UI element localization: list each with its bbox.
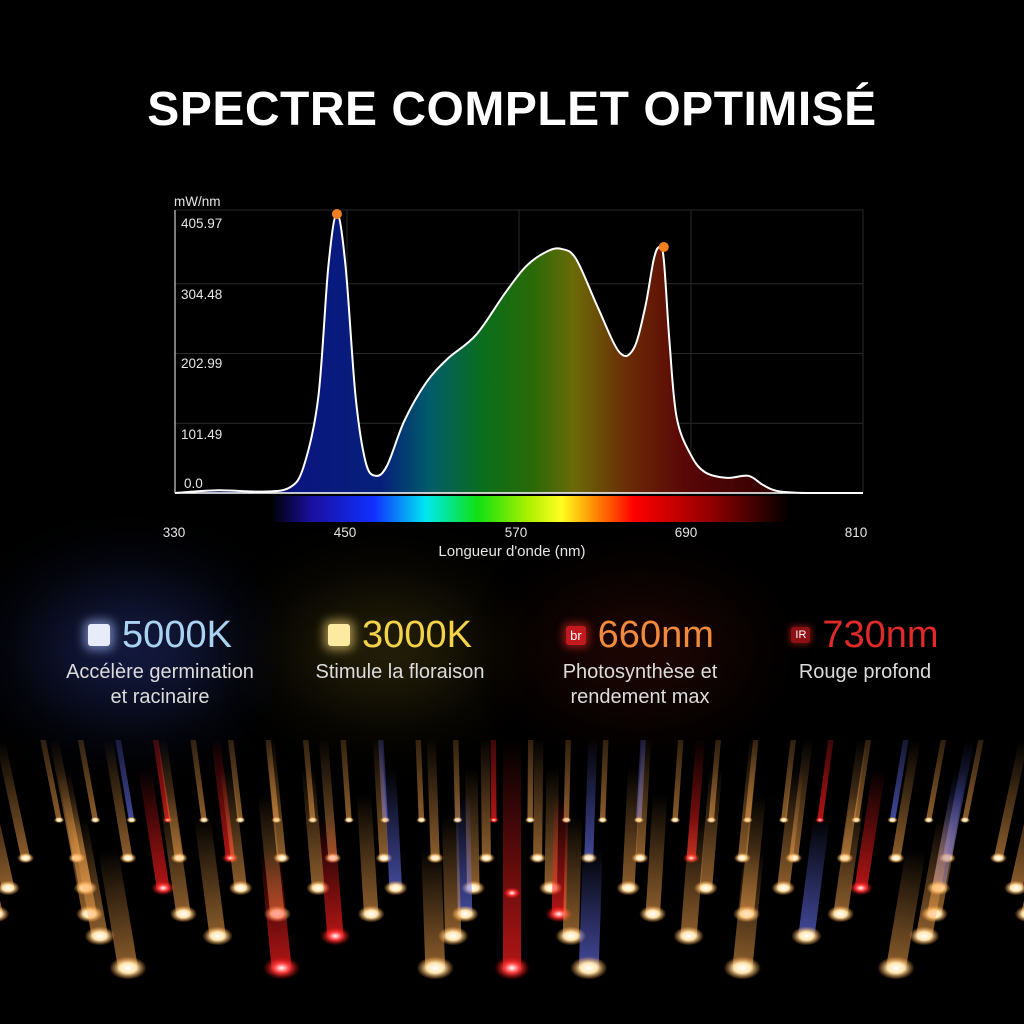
y-tick-label: 0.0 (184, 476, 203, 491)
red-glow (540, 600, 740, 700)
y-tick-label: 405.97 (181, 216, 223, 231)
y-tick-label: 304.48 (181, 287, 223, 302)
legend-description: Rouge profond (798, 661, 932, 683)
legend-value: 3000K (362, 613, 472, 656)
legend-description: Accélère germination et racinaire (66, 661, 254, 708)
x-axis-title: Longueur d'onde (nm) (438, 543, 586, 560)
badge-br-icon: br (566, 625, 586, 645)
blue-glow (30, 590, 230, 710)
legend-value: 730nm (822, 613, 939, 656)
x-tick-label: 570 (504, 525, 528, 540)
led-floor-graphic (0, 740, 1024, 980)
led-array-image (0, 740, 1024, 1024)
y-tick-label: 101.49 (181, 427, 223, 442)
y-tick-label: 202.99 (181, 356, 223, 371)
legend-description: Stimule la floraison (315, 661, 485, 683)
legend-value: 5000K (122, 613, 232, 656)
page-title: SPECTRE COMPLET OPTIMISÉ (147, 83, 877, 136)
peak-marker-icon (658, 241, 669, 252)
spectrum-bar (270, 496, 790, 522)
x-tick-label: 450 (333, 525, 357, 540)
legend: 5000K Accélère germination et racinaire … (0, 612, 1024, 732)
legend-description: Photosynthèse et rendement max (562, 661, 718, 708)
legend-item-5000k: 5000K Accélère germination et racinaire (40, 612, 280, 710)
legend-value: 660nm (597, 613, 714, 656)
peak-markers (331, 209, 669, 252)
badge-ir-icon: IR (791, 627, 811, 643)
peak-marker-icon (331, 209, 342, 219)
y-axis-unit: mW/nm (174, 194, 221, 209)
white-square-icon (88, 624, 111, 646)
x-tick-label: 690 (674, 525, 698, 540)
spectrum-line (174, 212, 863, 495)
legend-item-3000k: 3000K Stimule la floraison (290, 612, 510, 685)
spectrum-chart: mW/nm 405.97 304.48 202.99 101.49 0.0 33… (162, 194, 868, 560)
legend-item-660nm: br 660nm Photosynthèse et rendement max (530, 612, 750, 710)
legend-item-730nm: IR 730nm Rouge profond (765, 612, 965, 685)
yellow-glow (290, 600, 480, 700)
x-tick-label: 330 (162, 525, 186, 540)
chart-canvas (174, 209, 864, 522)
warm-square-icon (328, 624, 351, 646)
x-tick-label: 810 (844, 525, 868, 540)
